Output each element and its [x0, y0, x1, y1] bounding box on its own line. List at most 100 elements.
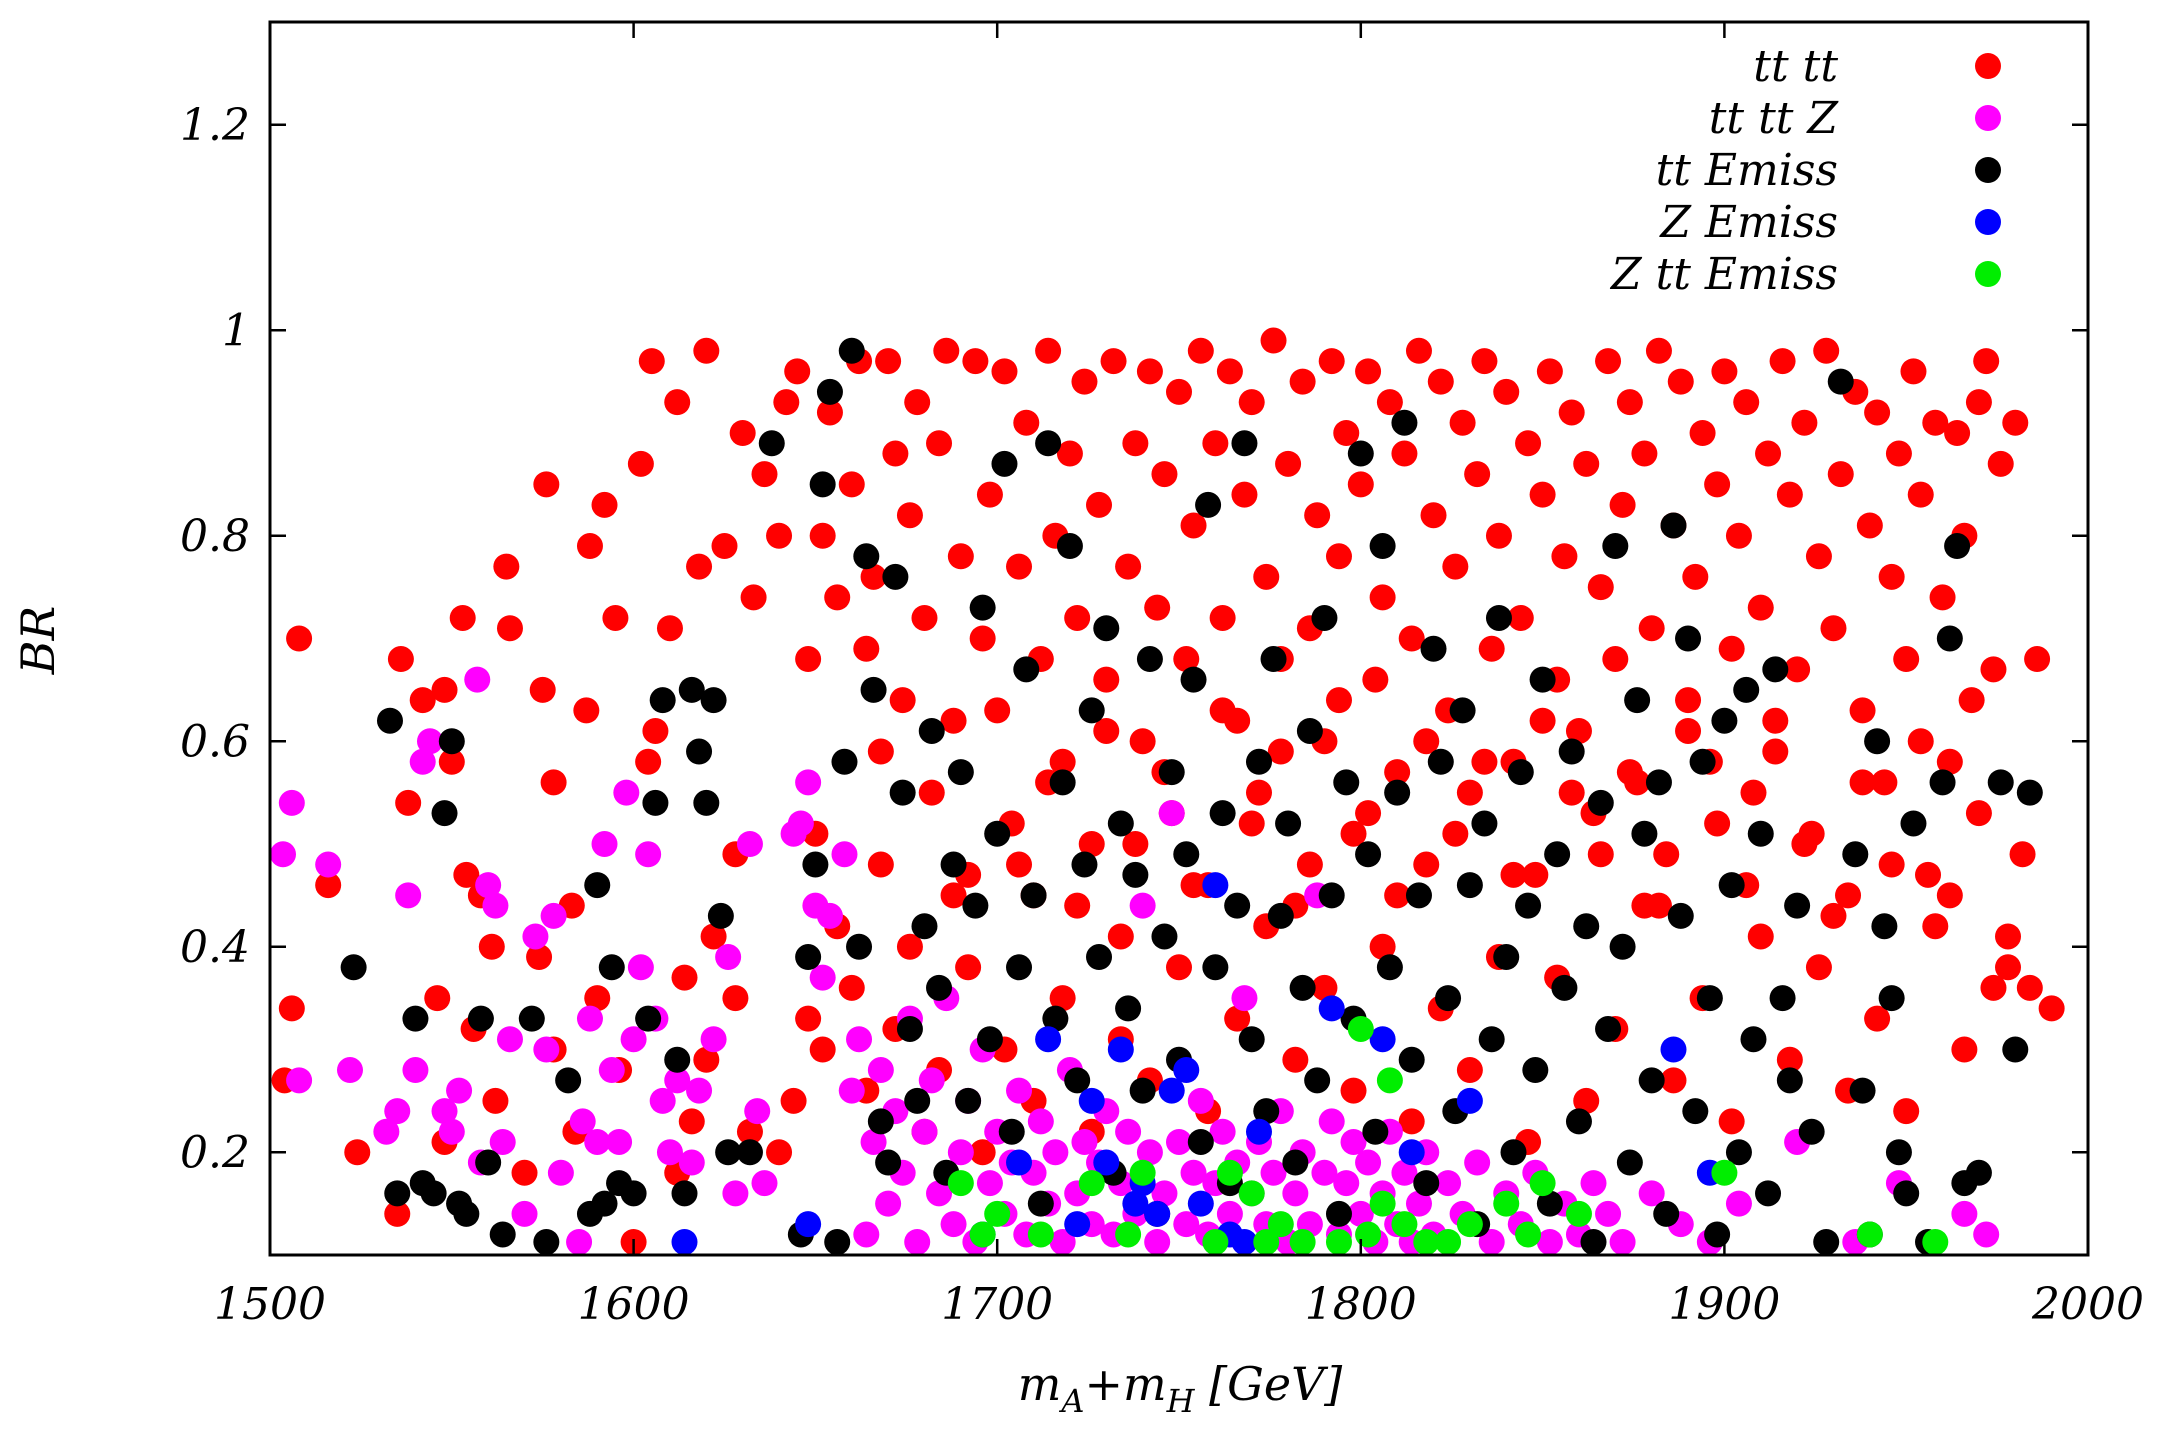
data-point — [1616, 389, 1643, 416]
data-point — [824, 584, 851, 611]
data-point — [1151, 1180, 1178, 1207]
data-point — [816, 902, 843, 929]
data-point — [947, 1170, 974, 1197]
data-point — [853, 635, 880, 662]
data-point — [1987, 769, 2014, 796]
data-point — [1115, 553, 1142, 580]
data-point — [1645, 769, 1672, 796]
data-point — [984, 697, 1011, 724]
data-point — [889, 687, 916, 714]
data-point — [1253, 1098, 1280, 1125]
data-point — [947, 759, 974, 786]
data-point — [1333, 1170, 1360, 1197]
data-point — [1565, 717, 1592, 744]
data-point — [1456, 1087, 1483, 1114]
data-point — [431, 676, 458, 703]
data-point — [409, 687, 436, 714]
x-axis-title: mA+mH [GeV] — [1018, 1357, 1343, 1420]
data-point — [984, 820, 1011, 847]
data-point — [1231, 430, 1258, 457]
data-point — [573, 697, 600, 724]
data-point — [896, 933, 923, 960]
data-point — [1740, 1026, 1767, 1053]
data-point — [1725, 1139, 1752, 1166]
data-point — [962, 348, 989, 375]
data-point — [384, 1200, 411, 1227]
data-point — [286, 1067, 313, 1094]
data-point — [904, 1229, 931, 1255]
data-point — [1333, 769, 1360, 796]
data-point — [1049, 769, 1076, 796]
data-point — [1944, 533, 1971, 560]
y-tick-label: 0.6 — [180, 716, 250, 767]
data-point — [1238, 810, 1265, 837]
data-point — [638, 348, 665, 375]
data-point — [1675, 717, 1702, 744]
data-point — [1776, 1046, 1803, 1073]
data-point — [1238, 1180, 1265, 1207]
data-point — [1449, 409, 1476, 436]
data-point — [1522, 861, 1549, 888]
data-point — [795, 944, 822, 971]
data-point — [1136, 646, 1163, 673]
data-point — [969, 1221, 996, 1248]
data-point — [1318, 882, 1345, 909]
x-axis-title-sub-h: H — [1166, 1382, 1196, 1420]
data-point — [1995, 954, 2022, 981]
data-point — [926, 1180, 953, 1207]
data-point — [344, 1139, 371, 1166]
data-point — [1747, 820, 1774, 847]
data-point — [740, 584, 767, 611]
data-point — [1413, 1170, 1440, 1197]
data-point — [576, 533, 603, 560]
data-point — [1122, 861, 1149, 888]
x-axis-title-sub-a: A — [1058, 1382, 1084, 1420]
data-point — [976, 1170, 1003, 1197]
data-point — [449, 604, 476, 631]
data-point — [1980, 974, 2007, 1001]
data-point — [1893, 646, 1920, 673]
data-point — [635, 1005, 662, 1032]
data-point — [1435, 1229, 1462, 1255]
data-point — [1027, 1221, 1054, 1248]
series-0 — [271, 327, 2065, 1255]
data-point — [598, 1057, 625, 1084]
data-point — [1573, 913, 1600, 940]
data-point — [584, 1128, 611, 1155]
data-point — [1973, 348, 2000, 375]
data-point — [1551, 974, 1578, 1001]
data-point — [1209, 604, 1236, 631]
data-point — [1296, 851, 1323, 878]
data-point — [1464, 461, 1491, 488]
data-point — [496, 1026, 523, 1053]
y-tick-label: 1 — [222, 305, 250, 356]
data-point — [1282, 1180, 1309, 1207]
x-tick-label: 2000 — [2031, 1279, 2144, 1330]
data-point — [1711, 707, 1738, 734]
data-point — [1442, 820, 1469, 847]
data-point — [1595, 348, 1622, 375]
data-point — [686, 553, 713, 580]
data-point — [686, 738, 713, 765]
data-point — [1413, 728, 1440, 755]
data-point — [1064, 1067, 1091, 1094]
data-point — [1362, 666, 1389, 693]
data-point — [1776, 1067, 1803, 1094]
data-point — [1813, 1229, 1840, 1255]
data-point — [1791, 831, 1818, 857]
data-point — [831, 841, 858, 868]
data-point — [1035, 1026, 1062, 1053]
data-point — [1049, 1229, 1076, 1255]
data-point — [1093, 717, 1120, 744]
data-point — [627, 954, 654, 981]
points-layer — [270, 327, 2065, 1255]
data-point — [1769, 985, 1796, 1012]
data-point — [831, 748, 858, 775]
data-point — [1922, 913, 1949, 940]
data-point — [1202, 1229, 1229, 1255]
data-point — [1144, 1200, 1171, 1227]
data-point — [816, 378, 843, 405]
data-point — [1398, 1139, 1425, 1166]
data-point — [1740, 779, 1767, 806]
x-axis-title-unit: [GeV] — [1195, 1357, 1343, 1411]
